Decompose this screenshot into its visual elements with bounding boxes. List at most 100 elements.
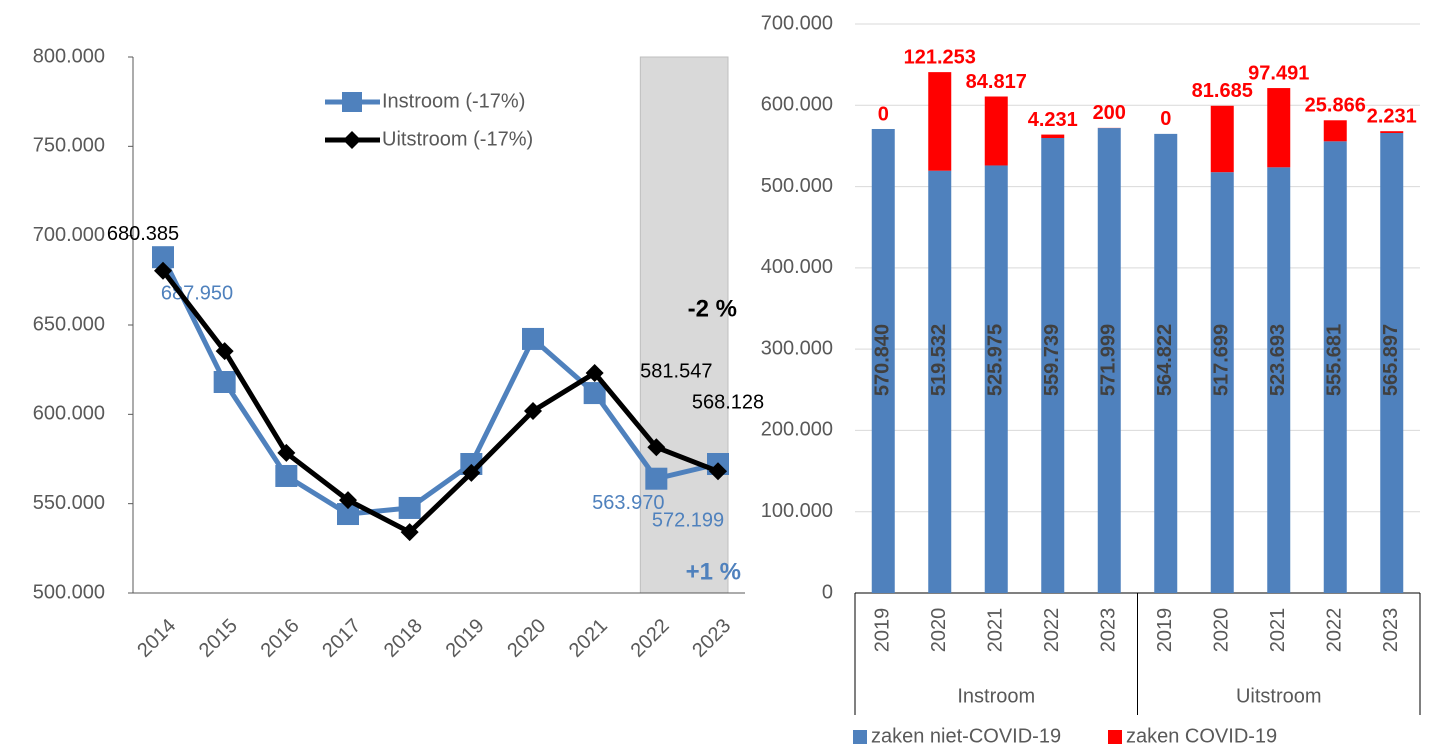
bar-segment — [1323, 141, 1347, 593]
bar-segment — [1380, 131, 1404, 134]
x-tick-label: 2017 — [318, 615, 365, 662]
data-label: 4.231 — [1028, 109, 1078, 131]
group-label: Uitstroom — [1236, 685, 1322, 707]
bar-segment — [928, 72, 952, 171]
bar-segment — [1097, 128, 1121, 594]
x-tick-label: 2019 — [442, 615, 489, 662]
y-tick-label: 600.000 — [33, 403, 105, 425]
x-tick-label: 2021 — [1267, 608, 1289, 653]
data-label: 525.975 — [985, 324, 1007, 396]
bar-segment — [1210, 172, 1234, 593]
legend-label: Uitstroom (-17%) — [382, 128, 533, 150]
marker — [213, 370, 236, 393]
marker — [339, 491, 357, 510]
bar-segment — [984, 96, 1008, 166]
y-tick-label: 200.000 — [761, 419, 833, 441]
bar-segment — [1380, 133, 1404, 593]
x-tick-label: 2018 — [380, 615, 427, 662]
x-tick-label: 2022 — [627, 615, 674, 662]
y-tick-label: 0 — [822, 581, 833, 603]
bar-segment — [1154, 133, 1178, 593]
data-label: 25.866 — [1305, 95, 1366, 117]
marker — [585, 364, 604, 383]
bar-segment — [871, 128, 895, 593]
data-label: 680.385 — [107, 223, 179, 245]
data-label: 581.547 — [640, 361, 712, 383]
data-label: 517.699 — [1211, 324, 1233, 396]
series-line — [160, 256, 719, 517]
bar-segment — [1041, 134, 1065, 139]
y-tick-label: 700.000 — [33, 224, 105, 246]
marker — [524, 401, 542, 420]
data-label: 572.199 — [652, 509, 724, 531]
marker — [583, 382, 606, 405]
x-tick-label: 2020 — [1211, 608, 1233, 653]
data-label: 2.231 — [1367, 105, 1417, 127]
data-label: 555.681 — [1324, 324, 1346, 396]
bar-segment — [1210, 105, 1234, 173]
bar-segment — [1041, 138, 1065, 594]
data-label: 97.491 — [1248, 62, 1309, 84]
legend-marker — [342, 92, 362, 112]
x-tick-label: 2016 — [257, 615, 304, 662]
bar-segment — [984, 165, 1008, 593]
bar-segment — [1267, 167, 1291, 593]
data-label: 121.253 — [904, 46, 976, 68]
y-tick-label: 650.000 — [33, 313, 105, 335]
marker — [277, 443, 296, 462]
data-label: 81.685 — [1192, 80, 1253, 102]
data-label: 519.532 — [928, 324, 950, 396]
data-label: 0 — [1160, 108, 1171, 130]
marker — [154, 261, 172, 280]
x-tick-label: 2014 — [133, 615, 180, 662]
marker — [709, 462, 727, 481]
data-label: 563.970 — [592, 492, 664, 514]
data-label: 523.693 — [1267, 324, 1289, 396]
y-tick-label: 300.000 — [761, 337, 833, 359]
y-tick-label: 750.000 — [33, 135, 105, 157]
x-tick-label: 2021 — [985, 608, 1007, 653]
y-tick-label: 100.000 — [761, 500, 833, 522]
marker — [522, 327, 544, 350]
legend-swatch — [853, 730, 867, 744]
y-tick-label: 600.000 — [761, 94, 833, 116]
y-tick-label: 400.000 — [761, 256, 833, 278]
group-label: Instroom — [957, 685, 1035, 707]
x-tick-label: 2020 — [928, 608, 950, 653]
x-tick-label: 2022 — [1324, 608, 1346, 653]
data-label: 571.999 — [1098, 324, 1120, 396]
x-tick-label: 2023 — [1098, 608, 1120, 653]
annotation: +1 % — [686, 558, 741, 585]
marker — [215, 342, 234, 361]
data-label: 568.128 — [692, 392, 764, 414]
bar-segment — [1323, 120, 1347, 142]
x-tick-label: 2015 — [195, 615, 242, 662]
y-tick-label: 700.000 — [761, 12, 833, 34]
marker — [337, 503, 359, 526]
y-tick-label: 500.000 — [761, 175, 833, 197]
marker — [398, 496, 421, 519]
highlight-band — [639, 56, 729, 594]
annotation: -2 % — [688, 295, 737, 322]
data-label: 570.840 — [872, 324, 894, 396]
marker — [400, 523, 419, 542]
marker — [462, 463, 481, 482]
x-tick-label: 2020 — [503, 615, 550, 662]
legend-label: Instroom (-17%) — [382, 90, 525, 112]
marker — [645, 467, 668, 490]
bar-segment — [1267, 88, 1291, 168]
data-label: 0 — [878, 103, 889, 125]
marker — [647, 438, 666, 457]
x-tick-label: 2022 — [1041, 608, 1063, 653]
x-tick-label: 2019 — [872, 608, 894, 653]
x-tick-label: 2021 — [565, 615, 612, 662]
legend-swatch — [1108, 730, 1122, 744]
y-tick-label: 550.000 — [33, 492, 105, 514]
y-tick-label: 500.000 — [33, 581, 105, 603]
bar-segment — [928, 170, 952, 593]
data-label: 84.817 — [966, 71, 1027, 93]
data-label: 200 — [1093, 102, 1126, 124]
legend-label: zaken niet-COVID-19 — [871, 725, 1061, 747]
data-label: 564.822 — [1154, 324, 1176, 396]
